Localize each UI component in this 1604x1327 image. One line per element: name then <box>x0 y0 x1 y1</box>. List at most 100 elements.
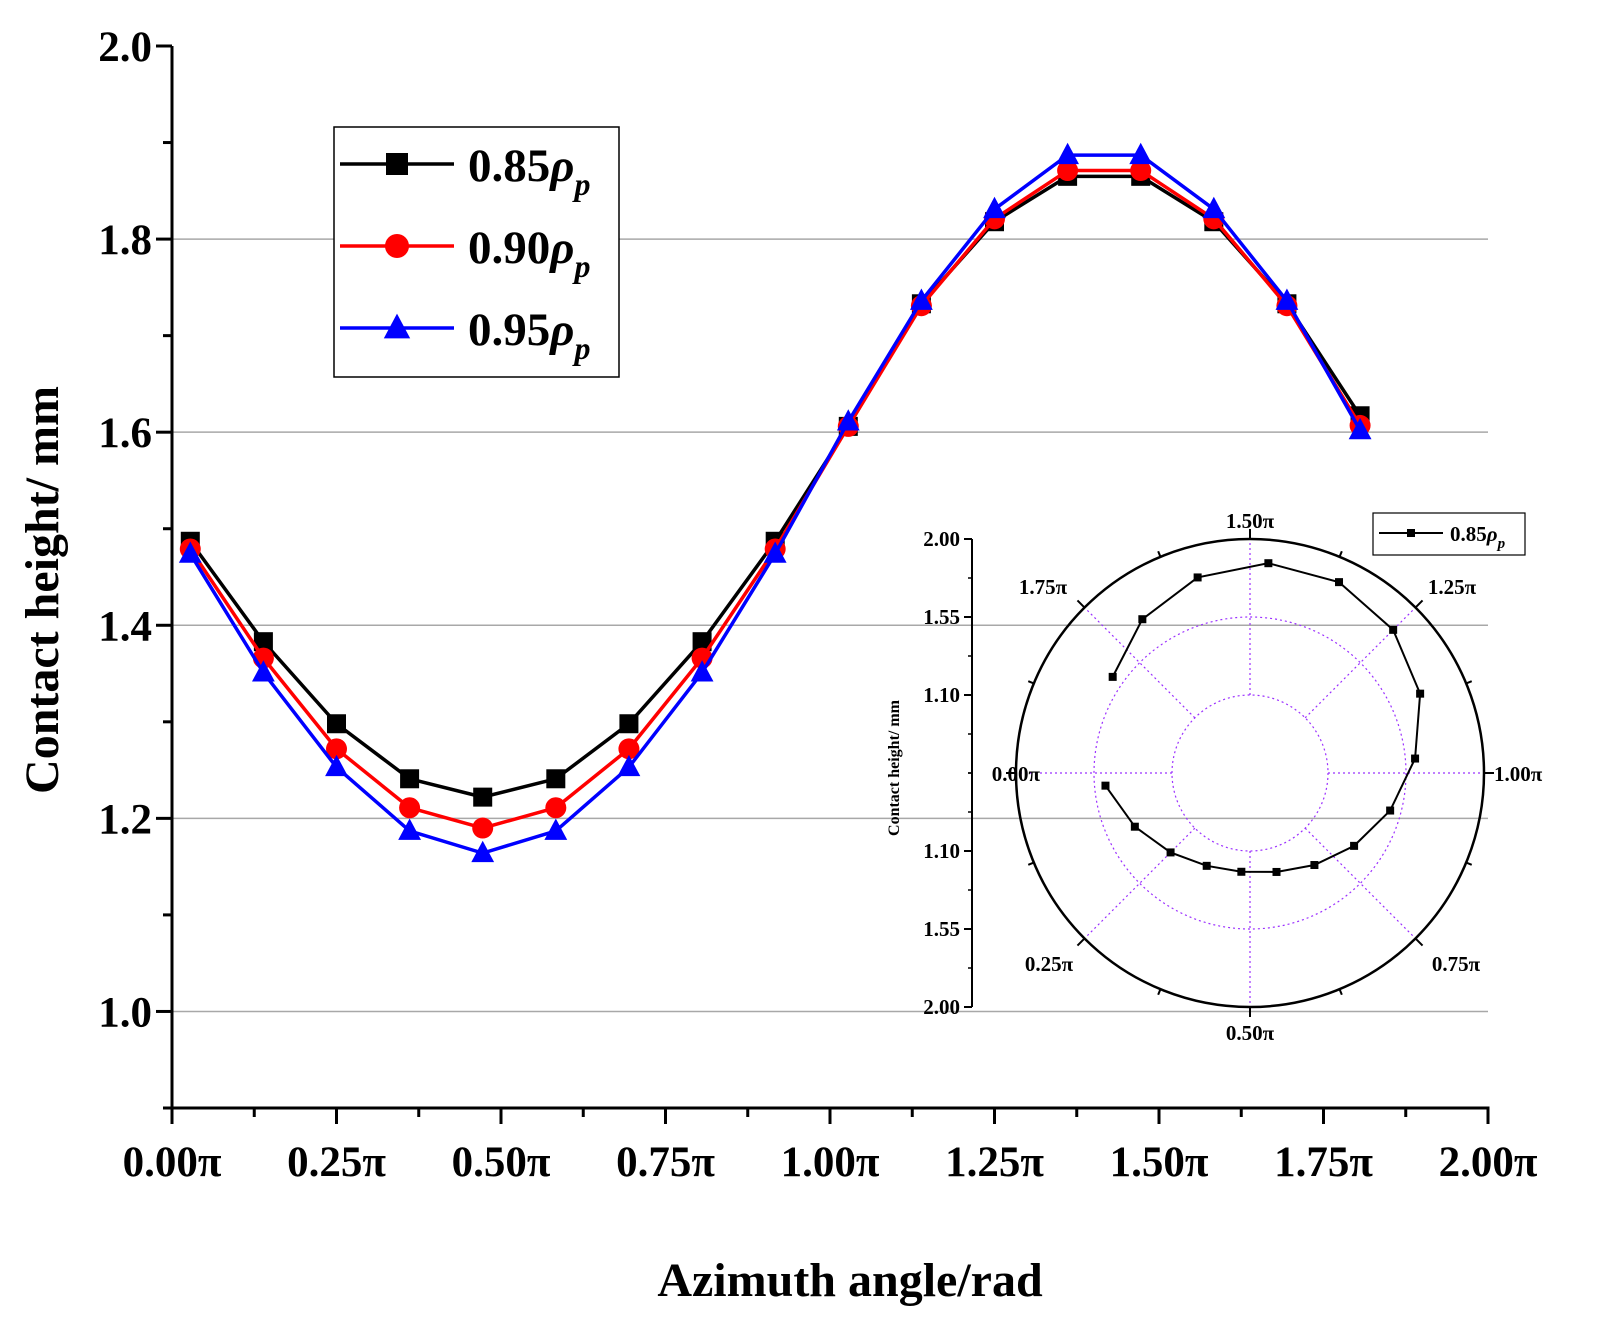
polar-angle-tick <box>1465 861 1473 866</box>
data-point-0.90 <box>326 738 347 760</box>
data-point-0.90 <box>1057 160 1079 182</box>
polar-angle-label: 0.75π <box>1432 952 1481 976</box>
data-point-0.95 <box>836 409 860 431</box>
legend-marker-0.90 <box>385 234 409 258</box>
main-axes <box>156 44 1490 1124</box>
data-point-0.95 <box>909 288 933 310</box>
data-point-0.95 <box>983 196 1006 219</box>
polar-grid-spoke <box>1084 827 1196 939</box>
data-point-0.95 <box>544 818 568 840</box>
y-tick-label: 1.0 <box>98 989 152 1036</box>
polar-data-point <box>1237 867 1246 876</box>
x-tick-label: 0.25π <box>287 1139 386 1186</box>
data-point-0.85 <box>546 769 566 789</box>
data-point-0.95 <box>1056 142 1080 165</box>
data-point-0.95 <box>1202 196 1226 219</box>
data-point-0.95 <box>617 754 641 777</box>
polar-inset: 2.00 1.55 1.10 1.10 1.55 2.00 Contact height/ … <box>886 509 1543 1045</box>
polar-r-tick-label: 1.10 <box>923 683 960 707</box>
polar-data-point <box>1272 867 1281 876</box>
y-tick-label: 1.4 <box>98 603 152 650</box>
data-point-0.95 <box>1348 417 1372 440</box>
polar-data-point <box>1101 781 1110 790</box>
data-point-0.95 <box>690 660 714 682</box>
polar-angle-tick <box>1465 680 1473 685</box>
data-point-0.85 <box>400 769 420 789</box>
data-point-0.95 <box>178 541 202 563</box>
x-tick-label: 1.00π <box>781 1139 880 1186</box>
data-point-0.95 <box>471 840 495 863</box>
polar-angle-tick <box>1157 550 1162 558</box>
legend-marker-0.95 <box>383 313 411 339</box>
x-tick-label: 2.00π <box>1439 1139 1538 1186</box>
y-tick-label: 1.8 <box>98 217 152 264</box>
y-tick-label: 1.2 <box>98 796 152 843</box>
data-point-0.85 <box>327 714 346 734</box>
polar-grid-spoke <box>1084 607 1196 719</box>
x-tick-label: 0.00π <box>123 1139 222 1186</box>
polar-data-point <box>1264 559 1273 568</box>
data-point-0.95 <box>398 818 422 840</box>
data-point-0.95 <box>763 541 787 563</box>
polar-r-tick-label: 1.55 <box>923 605 960 629</box>
polar-r-tick-label: 1.10 <box>923 839 960 863</box>
legend-marker-0.85 <box>386 153 408 175</box>
polar-angle-tick <box>1076 599 1086 609</box>
polar-angle-tick <box>1338 988 1343 996</box>
polar-angle-label: 1.25π <box>1428 575 1477 599</box>
polar-y-axis-title: Contact height/ mm <box>886 699 903 836</box>
data-point-0.85 <box>692 632 712 652</box>
polar-grid-circle <box>1093 616 1407 930</box>
polar-legend-marker <box>1407 529 1415 537</box>
data-point-0.95 <box>1275 288 1299 310</box>
polar-data-point <box>1335 578 1344 587</box>
legend-label-0.85: 0.85ρp <box>468 140 590 202</box>
x-tick-label: 1.75π <box>1274 1139 1373 1186</box>
polar-data-point <box>1350 841 1359 850</box>
polar-r-tick-label: 1.55 <box>923 917 960 941</box>
data-point-0.95 <box>325 754 348 777</box>
data-point-0.90 <box>399 797 421 819</box>
series-0.95 <box>178 142 1372 863</box>
data-point-0.90 <box>618 738 640 760</box>
polar-r-tick-label: 2.00 <box>923 527 960 551</box>
main-legend: 0.85ρp 0.90ρp 0.95ρp <box>333 126 620 378</box>
polar-grid-spoke <box>1304 827 1416 939</box>
data-point-0.85 <box>253 632 273 652</box>
data-point-0.90 <box>1130 160 1152 182</box>
polar-angle-label: 0.25π <box>1025 952 1074 976</box>
main-tick-labels: 0.00π 0.25π 0.50π 0.75π 1.00π 1.25π 1.50π 1.75π… <box>98 24 1538 1186</box>
polar-data-point <box>1411 754 1420 763</box>
legend-box <box>333 126 620 378</box>
y-tick-label: 1.6 <box>98 410 152 457</box>
polar-angle-tick <box>1338 550 1343 558</box>
polar-data-point <box>1108 672 1117 681</box>
polar-angle-tick <box>1076 937 1086 947</box>
polar-angle-label: 1.00π <box>1494 762 1543 786</box>
y-tick-label: 2.0 <box>98 24 152 71</box>
data-point-0.95 <box>251 660 275 682</box>
y-axis-title: Contact height/ mm <box>16 386 69 794</box>
polar-angle-tick <box>1027 861 1035 866</box>
polar-angle-tick <box>1414 599 1424 609</box>
polar-data-point <box>1130 822 1139 831</box>
polar-angle-label: 1.75π <box>1019 575 1068 599</box>
polar-data-point <box>1310 861 1319 870</box>
x-tick-label: 0.50π <box>452 1139 551 1186</box>
x-tick-label: 1.50π <box>1110 1139 1209 1186</box>
polar-angle-tick <box>1027 680 1035 685</box>
polar-data-point <box>1193 573 1202 582</box>
data-point-0.90 <box>472 817 494 839</box>
legend-label-0.95: 0.95ρp <box>468 304 590 366</box>
data-point-0.85 <box>619 714 639 734</box>
polar-data-point <box>1386 806 1395 815</box>
polar-angle-tick <box>1157 988 1162 996</box>
polar-r-tick-label: 2.00 <box>923 995 960 1019</box>
legend-label-0.90: 0.90ρp <box>468 222 590 284</box>
x-tick-label: 0.75π <box>616 1139 715 1186</box>
polar-data-point <box>1138 615 1147 624</box>
polar-angle-label: 0.50π <box>1226 1021 1275 1045</box>
polar-series-0.85 <box>1101 559 1425 876</box>
main-series <box>178 142 1372 863</box>
